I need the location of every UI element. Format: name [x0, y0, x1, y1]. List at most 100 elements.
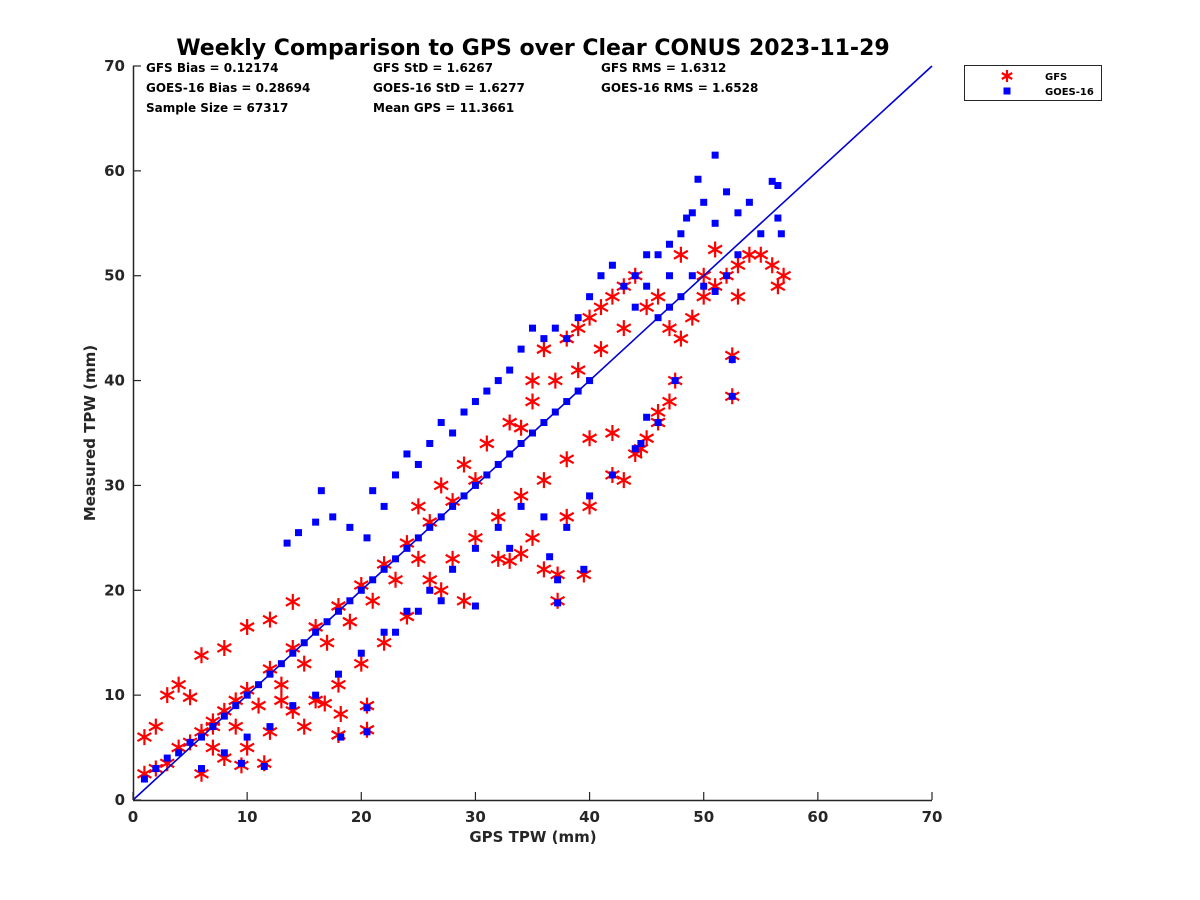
goes16-point: [329, 513, 337, 521]
goes16-point: [563, 335, 571, 343]
gfs-point: [673, 330, 689, 347]
legend-label: GFS: [1045, 72, 1067, 83]
reference-line-layer: [132, 65, 933, 801]
gfs-point: [764, 257, 780, 274]
one-to-one-line: [132, 65, 933, 801]
goes16-point: [665, 240, 673, 248]
goes16-point: [643, 413, 651, 421]
goes16-point: [734, 209, 742, 217]
goes16-point: [494, 377, 502, 385]
goes16-point: [449, 429, 457, 437]
goes16-point: [483, 387, 491, 395]
series-goes-16: [140, 151, 785, 783]
y-tick-label: 70: [104, 57, 125, 75]
gfs-point: [330, 676, 346, 693]
goes16-point: [529, 324, 536, 332]
legend-gfs-marker: [1001, 70, 1013, 82]
gfs-point: [205, 739, 221, 756]
goes16-point: [266, 723, 274, 731]
gfs-point: [570, 362, 586, 379]
goes16-point: [757, 230, 765, 238]
ticks: 0 10 20 30 40 50 60 70 0 10 20 30 40 50 60 70: [104, 57, 942, 826]
goes16-point: [494, 523, 502, 531]
gfs-point: [707, 241, 723, 258]
goes16-point: [774, 182, 782, 190]
goes16-point: [437, 419, 445, 427]
goes16-point: [363, 728, 371, 736]
gfs-point: [182, 689, 198, 706]
gfs-point: [296, 655, 312, 672]
goes16-point: [546, 553, 554, 561]
y-axis-title: Measured TPW (mm): [81, 345, 99, 521]
goes16-point: [414, 607, 422, 615]
gfs-point: [445, 550, 461, 567]
gfs-point: [525, 393, 540, 410]
gfs-point: [559, 508, 575, 525]
goes16-point: [728, 392, 736, 400]
goes16-point: [551, 324, 559, 332]
goes16-point: [586, 492, 594, 500]
stat-text: GOES-16 RMS = 1.6528: [601, 81, 758, 95]
gfs-point: [333, 706, 349, 723]
statistics-block: GFS Bias = 0.12174 GFS StD = 1.6267 GFS RM…: [146, 61, 758, 115]
goes16-point: [426, 439, 434, 447]
gfs-point: [604, 288, 620, 305]
goes16-point: [220, 749, 228, 757]
y-tick-label: 10: [104, 686, 125, 704]
goes16-point: [654, 419, 662, 427]
gfs-point: [317, 695, 333, 712]
goes16-point: [723, 272, 731, 280]
gfs-point: [251, 697, 267, 714]
legend-goes16-marker: [1003, 87, 1011, 95]
goes16-point: [392, 471, 400, 479]
gfs-point: [513, 419, 529, 436]
goes16-point: [506, 544, 514, 552]
chart-title: Weekly Comparison to GPS over Clear CONU…: [176, 36, 889, 61]
gfs-point: [650, 288, 666, 305]
gfs-point: [365, 592, 381, 609]
goes16-point: [152, 765, 160, 773]
gfs-point: [536, 341, 552, 358]
stat-text: GOES-16 StD = 1.6277: [373, 81, 525, 95]
goes16-point: [380, 502, 388, 510]
gfs-point: [490, 550, 506, 567]
gfs-point: [456, 592, 472, 609]
goes16-point: [517, 345, 525, 353]
x-tick-label: 10: [237, 808, 258, 826]
gfs-point: [525, 529, 540, 546]
x-tick-label: 20: [351, 808, 372, 826]
legend-box: [964, 65, 1102, 101]
gfs-point: [536, 561, 552, 578]
goes16-point: [563, 523, 571, 531]
goes16-point: [677, 230, 685, 238]
gfs-point: [342, 613, 358, 630]
stat-text: GFS StD = 1.6267: [373, 61, 493, 75]
goes16-point: [723, 188, 731, 196]
gfs-point: [776, 267, 792, 284]
goes16-point: [597, 272, 605, 280]
goes16-point: [574, 314, 582, 322]
goes16-point: [357, 649, 365, 657]
gfs-point: [490, 508, 506, 525]
gfs-point: [593, 341, 609, 358]
gfs-point: [753, 246, 769, 263]
goes16-point: [700, 282, 708, 290]
gfs-point: [194, 647, 209, 664]
gfs-point: [171, 676, 187, 693]
gfs-point: [559, 451, 575, 468]
goes16-point: [554, 576, 562, 584]
goes16-point: [403, 450, 411, 458]
gfs-point: [410, 550, 426, 567]
gfs-point: [639, 299, 655, 316]
goes16-point: [312, 518, 320, 526]
goes16-point: [317, 487, 325, 495]
goes16-point: [688, 272, 696, 280]
goes16-point: [774, 214, 782, 222]
stat-text: GOES-16 Bias = 0.28694: [146, 81, 310, 95]
goes16-point: [694, 175, 702, 183]
y-tick-label: 20: [104, 581, 125, 599]
y-tick-label: 60: [104, 162, 125, 180]
legend-label: GOES-16: [1045, 87, 1094, 98]
gfs-point: [582, 498, 598, 515]
